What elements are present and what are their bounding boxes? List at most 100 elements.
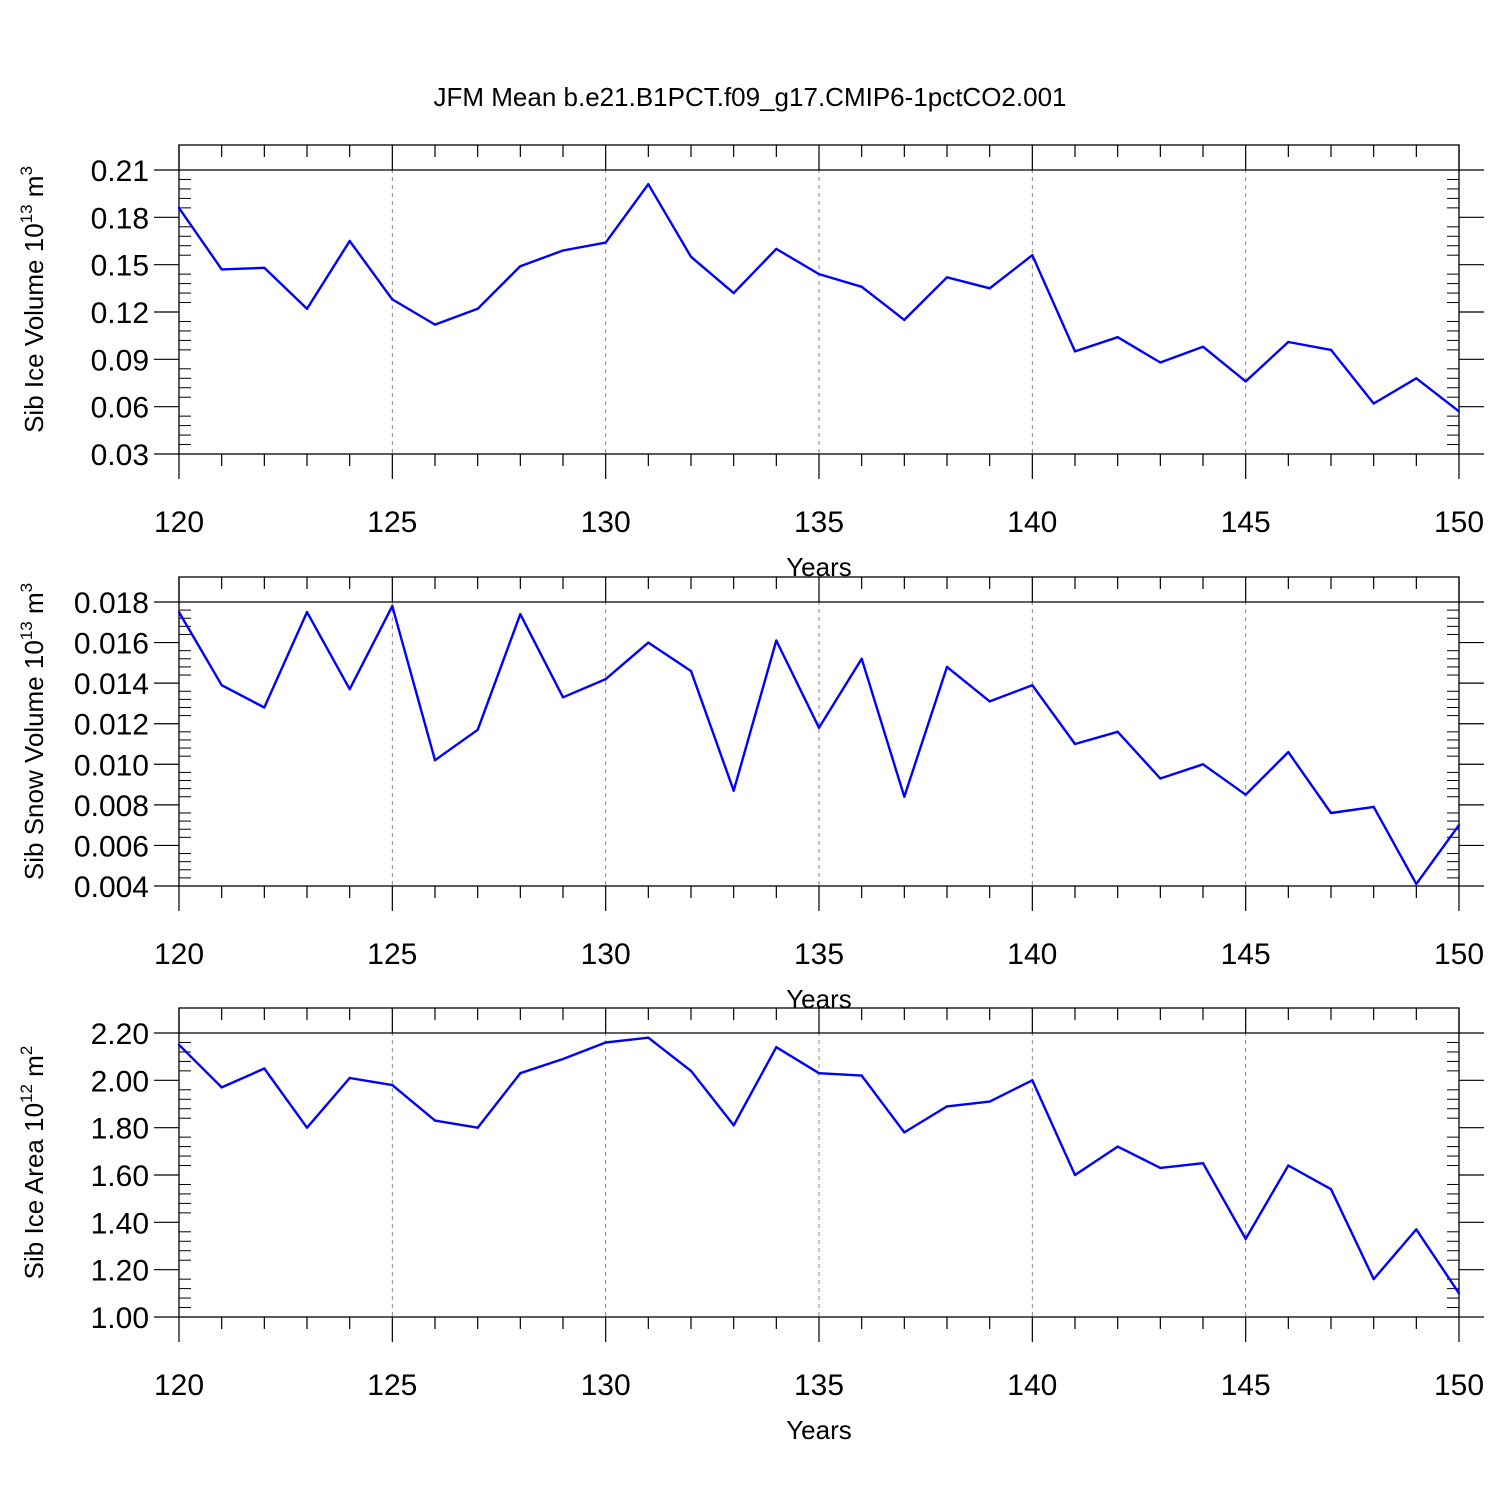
x-tick-label: 125 — [367, 938, 417, 971]
y-tick-label: 1.40 — [91, 1207, 149, 1240]
data-point — [476, 307, 479, 311]
data-point — [1031, 254, 1034, 257]
data-point — [1287, 750, 1290, 754]
x-tick-label: 130 — [581, 938, 631, 971]
x-tick-label: 140 — [1007, 1369, 1057, 1402]
x-tick-label: 150 — [1434, 506, 1484, 539]
data-point — [647, 1036, 650, 1039]
data-point — [177, 206, 181, 210]
data-point — [1329, 811, 1333, 815]
data-point — [519, 1072, 522, 1075]
y-tick-label: 0.12 — [91, 297, 149, 330]
y-tick-label: 0.006 — [74, 830, 149, 863]
data-point — [903, 795, 906, 798]
y-tick-label: 0.03 — [91, 439, 149, 472]
data-point — [1244, 1237, 1247, 1241]
data-series-line — [178, 1036, 1460, 1294]
data-point — [476, 1126, 479, 1129]
data-point — [1116, 336, 1119, 339]
panel-3: 1.00 1.20 1.40 1.60 1.80 2.00 2.20 120 125 130 135… — [17, 1007, 1484, 1445]
data-point — [263, 266, 266, 270]
x-tick-label: 135 — [794, 506, 844, 539]
data-point — [817, 272, 821, 276]
data-point — [1159, 1166, 1162, 1170]
data-point — [391, 604, 394, 608]
data-point — [988, 287, 991, 290]
data-point — [391, 298, 394, 301]
data-point — [433, 323, 437, 326]
chart-title: JFM Mean b.e21.B1PCT.f09_g17.CMIP6-1pctC… — [433, 82, 1067, 112]
y-tick-label: 0.21 — [91, 155, 149, 188]
data-point — [391, 1083, 394, 1087]
data-point — [177, 1043, 181, 1047]
y-tick-label: 0.018 — [74, 587, 149, 620]
data-point — [1159, 361, 1162, 364]
data-point — [604, 241, 607, 244]
data-point — [860, 657, 863, 660]
data-point — [604, 1041, 607, 1044]
data-point — [177, 610, 181, 614]
data-point — [1031, 683, 1034, 687]
x-tick-label: 120 — [154, 1369, 204, 1402]
y-tick-label: 0.06 — [91, 392, 149, 425]
data-point — [689, 669, 693, 673]
data-point — [689, 255, 693, 258]
data-point — [1287, 340, 1290, 344]
y-tick-label: 0.18 — [91, 202, 149, 235]
data-point — [348, 688, 351, 691]
data-point — [945, 276, 949, 279]
y-axis-title: Sib Ice Area 1012 m2 — [17, 1046, 49, 1280]
data-point — [647, 183, 650, 186]
data-point — [433, 1119, 437, 1122]
x-tick-label: 150 — [1434, 938, 1484, 971]
data-point — [1116, 730, 1119, 734]
x-tick-label: 120 — [154, 506, 204, 539]
y-tick-label: 0.012 — [74, 709, 149, 742]
data-point — [988, 1100, 991, 1103]
data-point — [1329, 348, 1333, 352]
data-point — [1073, 350, 1077, 353]
panel-1: 0.03 0.06 0.09 0.12 0.15 0.18 0.21 120 125 130 135… — [17, 144, 1484, 582]
data-point — [433, 759, 437, 762]
panel-2: 0.004 0.006 0.008 0.010 0.012 0.014 0.016 0.018… — [17, 576, 1484, 1014]
data-point — [519, 265, 522, 268]
data-point — [561, 1057, 565, 1061]
data-point — [1244, 793, 1247, 796]
data-point — [903, 318, 906, 322]
x-tick-label: 135 — [794, 938, 844, 971]
y-axis-title: Sib Snow Volume 1013 m3 — [17, 583, 49, 880]
data-point — [1244, 380, 1247, 383]
x-tick-label: 145 — [1221, 506, 1271, 539]
x-tick-label: 125 — [367, 1369, 417, 1402]
x-tick-label: 145 — [1221, 938, 1271, 971]
data-point — [860, 285, 863, 288]
data-point — [220, 683, 223, 687]
data-point — [1031, 1079, 1034, 1082]
data-point — [732, 291, 735, 295]
data-point — [1159, 777, 1162, 780]
data-point — [1073, 1173, 1077, 1177]
y-tick-label: 2.00 — [91, 1065, 149, 1098]
data-point — [903, 1131, 906, 1134]
data-point — [1415, 377, 1418, 380]
data-point — [1201, 1161, 1205, 1165]
data-point — [1372, 402, 1375, 405]
data-point — [263, 1067, 266, 1070]
data-point — [263, 706, 266, 709]
x-tick-label: 140 — [1007, 938, 1057, 971]
y-tick-label: 1.00 — [91, 1302, 149, 1335]
data-point — [1457, 823, 1461, 827]
y-tick-label: 0.010 — [74, 749, 149, 782]
y-tick-label: 0.008 — [74, 790, 149, 823]
y-tick-label: 0.15 — [91, 250, 149, 283]
y-tick-label: 1.20 — [91, 1255, 149, 1288]
y-axis-title: Sib Ice Volume 1013 m3 — [17, 166, 49, 433]
data-point — [732, 789, 735, 792]
x-axis-title: Years — [786, 1415, 852, 1445]
data-point — [1457, 410, 1461, 413]
y-tick-label: 0.014 — [74, 668, 149, 701]
data-point — [1415, 882, 1418, 886]
data-point — [945, 1105, 949, 1108]
data-point — [775, 1046, 778, 1049]
data-point — [945, 665, 949, 669]
